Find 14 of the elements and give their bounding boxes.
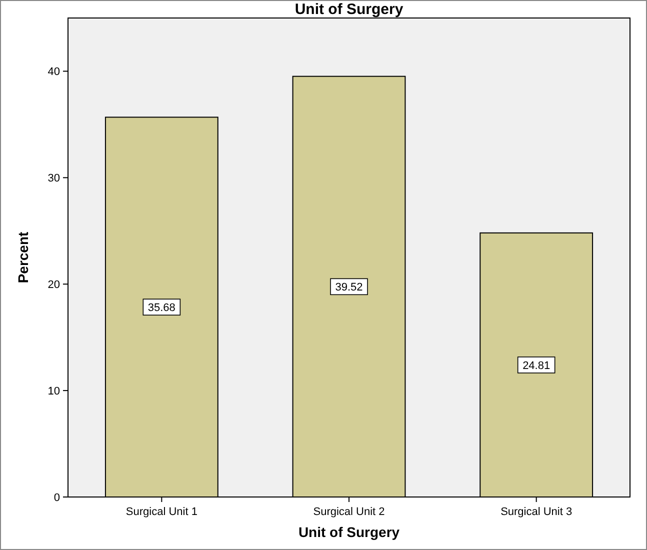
chart-title: Unit of Surgery [294, 1, 404, 18]
y-tick-label: 30 [48, 172, 60, 185]
data-label: 24.81 [522, 360, 550, 372]
y-axis-title: Percent [15, 231, 31, 284]
y-tick-label: 0 [54, 492, 60, 504]
data-label: 39.52 [335, 282, 363, 294]
data-label: 35.68 [148, 302, 176, 314]
x-tick-label: Surgical Unit 2 [313, 506, 385, 518]
y-tick-label: 10 [48, 385, 60, 398]
y-tick-label: 20 [48, 278, 60, 291]
x-axis-title: Unit of Surgery [298, 524, 400, 540]
x-tick-label: Surgical Unit 1 [126, 506, 198, 518]
x-tick-label: Surgical Unit 3 [500, 506, 572, 518]
y-tick-label: 40 [48, 66, 60, 78]
